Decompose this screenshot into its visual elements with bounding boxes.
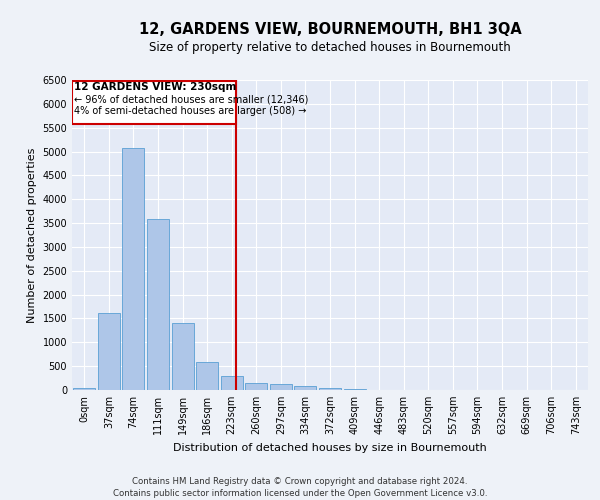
Bar [270,384,292,390]
Text: 12 GARDENS VIEW: 230sqm: 12 GARDENS VIEW: 230sqm [74,82,237,92]
Bar [319,388,341,390]
Bar [122,148,145,390]
Text: 4% of semi-detached houses are larger (508) →: 4% of semi-detached houses are larger (5… [74,106,307,116]
Bar [147,220,169,390]
Bar [295,386,316,390]
Text: Contains public sector information licensed under the Open Government Licence v3: Contains public sector information licen… [113,489,487,498]
Text: 12, GARDENS VIEW, BOURNEMOUTH, BH1 3QA: 12, GARDENS VIEW, BOURNEMOUTH, BH1 3QA [139,22,521,38]
Bar [73,388,95,390]
Text: Size of property relative to detached houses in Bournemouth: Size of property relative to detached ho… [149,41,511,54]
Bar [172,323,194,390]
Bar [245,382,268,390]
X-axis label: Distribution of detached houses by size in Bournemouth: Distribution of detached houses by size … [173,442,487,452]
Bar [196,362,218,390]
Text: Contains HM Land Registry data © Crown copyright and database right 2024.: Contains HM Land Registry data © Crown c… [132,478,468,486]
Text: ← 96% of detached houses are smaller (12,346): ← 96% of detached houses are smaller (12… [74,94,309,104]
Y-axis label: Number of detached properties: Number of detached properties [27,148,37,322]
Bar [98,312,120,390]
Bar [72,81,236,124]
Bar [221,376,243,390]
